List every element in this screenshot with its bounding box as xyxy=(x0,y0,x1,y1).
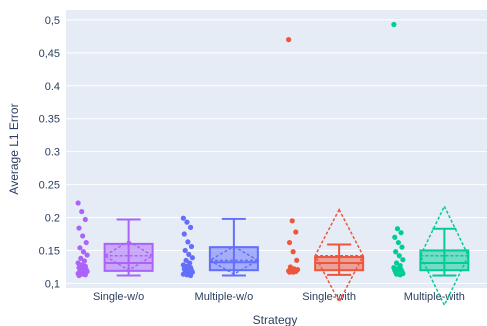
y-tick-label: 0.15 xyxy=(39,245,60,257)
sample-point xyxy=(293,229,299,235)
sample-point xyxy=(76,225,82,231)
sample-point xyxy=(83,239,89,246)
mean-sd-diamond xyxy=(103,240,155,272)
sample-point xyxy=(185,239,191,245)
x-axis-title: Strategy xyxy=(253,313,298,326)
sample-point xyxy=(399,244,405,250)
sample-point xyxy=(289,218,295,224)
y-axis-title: Average L1 Error xyxy=(7,103,21,194)
x-tick-label: Multiple-w/o xyxy=(195,291,254,303)
sample-points xyxy=(180,215,195,279)
sample-point xyxy=(394,226,401,232)
sample-point xyxy=(188,243,195,250)
series-layer xyxy=(75,21,470,307)
sample-point xyxy=(393,249,399,255)
sample-point xyxy=(294,257,300,263)
x-tick-label: Multiple-with xyxy=(404,291,465,303)
sample-point xyxy=(391,21,397,28)
sample-point xyxy=(81,258,88,264)
sample-point xyxy=(187,224,194,230)
plot-background xyxy=(66,10,487,288)
y-axis-ticks: 0,1 0.15 0.2 0.25 0.3 0.35 0.4 0,45 0,5 xyxy=(39,15,60,291)
x-tick-label: Single-with xyxy=(302,291,356,303)
sample-point xyxy=(186,251,192,258)
sample-point xyxy=(395,239,401,246)
sample-point xyxy=(80,233,86,239)
y-tick-label: 0,5 xyxy=(45,15,60,27)
box xyxy=(208,246,259,272)
mean-sd-diamond xyxy=(419,204,470,307)
sample-point xyxy=(290,269,296,275)
sample-point xyxy=(180,215,186,221)
sample-points xyxy=(391,21,406,278)
sample-point xyxy=(78,255,84,261)
sample-point xyxy=(79,208,85,215)
y-tick-label: 0.3 xyxy=(45,147,60,159)
y-tick-label: 0.2 xyxy=(45,213,60,225)
sample-point xyxy=(286,37,292,43)
box-series xyxy=(391,21,470,307)
sample-point xyxy=(187,272,194,279)
sample-point xyxy=(183,257,189,263)
sample-point xyxy=(77,245,83,251)
y-tick-label: 0.4 xyxy=(45,81,60,93)
sample-point xyxy=(398,230,404,236)
y-tick-label: 0.35 xyxy=(39,114,60,126)
sample-point xyxy=(392,234,398,240)
grid xyxy=(66,19,487,284)
sample-point xyxy=(290,249,296,255)
box-series xyxy=(180,215,260,279)
box-series xyxy=(286,37,365,304)
sample-point xyxy=(286,239,293,246)
sample-point xyxy=(184,219,190,225)
sample-point xyxy=(189,255,195,261)
sample-point xyxy=(181,231,187,237)
sample-point xyxy=(82,272,88,278)
sample-point xyxy=(400,257,406,263)
sample-point xyxy=(396,253,402,259)
sample-point xyxy=(76,272,82,279)
y-tick-label: 0,1 xyxy=(45,278,60,290)
sample-points xyxy=(286,37,301,275)
box xyxy=(103,242,154,272)
box-series xyxy=(75,200,155,279)
sample-point xyxy=(84,252,90,258)
sample-point xyxy=(393,260,400,266)
x-tick-label: Single-w/o xyxy=(93,291,144,303)
sample-point xyxy=(75,200,81,206)
y-tick-label: 0.25 xyxy=(39,180,60,192)
sample-point xyxy=(286,269,293,275)
y-tick-label: 0,45 xyxy=(39,48,60,60)
sample-point xyxy=(82,216,88,223)
box xyxy=(419,249,470,272)
mean-sd-diamond xyxy=(208,245,260,276)
sample-point xyxy=(80,249,87,255)
sample-points xyxy=(75,200,90,279)
sample-point xyxy=(397,272,403,278)
x-axis-ticks: Single-w/o Multiple-w/o Single-with Multipl… xyxy=(93,291,465,303)
sample-point xyxy=(182,247,188,254)
